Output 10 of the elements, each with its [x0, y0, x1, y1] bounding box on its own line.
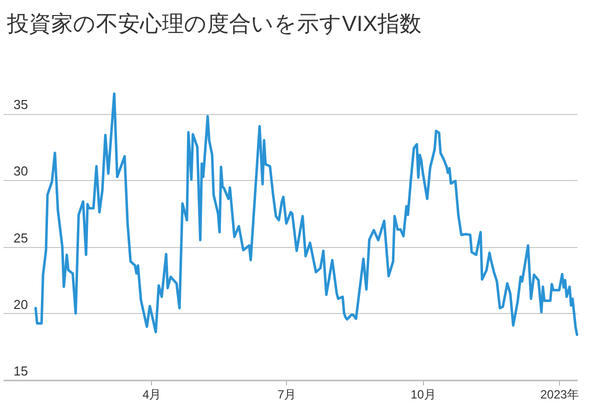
y-tick-label: 20: [14, 296, 28, 312]
y-tick-label: 25: [14, 230, 28, 246]
x-tick-label: 7月: [277, 388, 296, 402]
x-tick-label: 4月: [142, 388, 162, 402]
y-tick-label: 15: [14, 364, 28, 378]
y-tick-label: 35: [14, 97, 28, 112]
chart-title: 投資家の不安心理の度合いを示すVIX指数: [7, 10, 422, 38]
x-tick-label: 10月: [410, 388, 436, 402]
x-tick-label: 2023年: [540, 388, 580, 402]
y-tick-label: 30: [14, 164, 28, 179]
